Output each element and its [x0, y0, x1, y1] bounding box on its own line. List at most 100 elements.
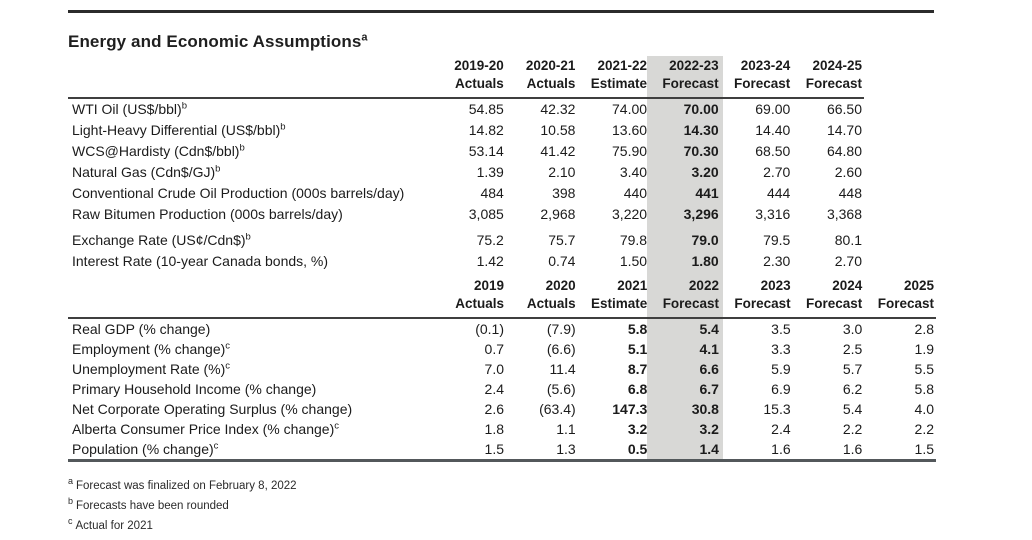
footnote-marker: b [181, 100, 187, 112]
table-row: Population (% change)c 1.5 1.3 0.5 1.4 1.6 1.6… [68, 439, 936, 462]
forecast-highlight-band [647, 56, 723, 462]
top-rule [68, 10, 934, 13]
cell: 0.7 [484, 341, 504, 357]
cell: 11.4 [549, 361, 576, 377]
column-period-type: Forecast [734, 296, 791, 311]
footnote-marker: c [213, 440, 219, 452]
cell: 3.40 [619, 163, 648, 180]
footnote-marker: a [68, 476, 74, 487]
cell: 74.00 [612, 101, 648, 117]
table-row: Exchange Rate (US¢/Cdn$)b 75.2 75.7 79.8 79.… [68, 224, 864, 250]
footnote-a: a Forecast was finalized on February 8, 2… [68, 476, 936, 496]
row-label: Primary Household Income (% change) [72, 381, 317, 397]
table-row: Interest Rate (10-year Canada bonds, %) 1… [68, 250, 864, 271]
cell: 8.7 [627, 361, 648, 377]
cell: 3,316 [755, 205, 791, 222]
cell: 2.5 [842, 341, 863, 357]
row-label: Interest Rate (10-year Canada bonds, %) [72, 252, 329, 269]
cell: 3.2 [627, 421, 648, 437]
cell: 3,220 [612, 205, 648, 222]
column-header: 2019-20 Actuals [434, 56, 506, 99]
cell: 1.8 [484, 421, 504, 437]
column-header: 2020 Actuals [506, 276, 578, 319]
page-title: Energy and Economic Assumptionsa [68, 32, 936, 52]
cell: 80.1 [834, 231, 862, 248]
cell: 79.5 [763, 231, 791, 248]
title-footnote-marker: a [361, 31, 368, 44]
row-label: Employment (% change)c [72, 340, 231, 357]
cell: 3,368 [826, 205, 862, 222]
column-header: 2019 Actuals [434, 276, 506, 319]
table-row: Primary Household Income (% change) 2.4 (5… [68, 379, 936, 399]
cell: 441 [695, 184, 719, 201]
cell: 2.4 [484, 381, 504, 397]
cell: 5.4 [842, 401, 863, 417]
row-label: Raw Bitumen Production (000s barrels/day… [72, 205, 343, 222]
economic-table-body: Real GDP (% change) (0.1) (7.9) 5.8 5.4 3.5 3.… [68, 318, 936, 462]
footnote-marker: b [215, 162, 221, 174]
column-year: 2022 [688, 278, 719, 293]
table-row: WCS@Hardisty (Cdn$/bbl)b 53.14 41.42 75.90 7… [68, 140, 864, 161]
table-row: Employment (% change)c 0.7 (6.6) 5.1 4.1 3.3 2… [68, 339, 936, 359]
cell: 5.8 [627, 321, 648, 337]
footnote-text: Actual for 2021 [75, 520, 153, 532]
cell: 79.0 [691, 231, 719, 248]
column-year: 2024 [832, 278, 863, 293]
cell: 75.7 [548, 231, 576, 248]
column-year: 2023-24 [740, 58, 791, 73]
cell: 3.5 [771, 321, 791, 337]
cell: 1.39 [476, 163, 504, 180]
cell: 41.42 [540, 142, 576, 159]
footnote-marker: b [68, 496, 74, 507]
cell: 75.90 [612, 142, 648, 159]
cell: (7.9) [546, 321, 576, 337]
cell: 14.82 [468, 121, 504, 138]
tables-area: 2019-20 Actuals 2020-21 Actuals 2021-22 Estim… [68, 56, 936, 462]
cell: (5.6) [546, 381, 576, 397]
cell: 13.60 [612, 121, 648, 138]
footnote-marker: b [280, 120, 286, 132]
cell: 1.5 [434, 439, 506, 462]
row-label: Real GDP (% change) [72, 321, 211, 337]
footnote-marker: b [245, 230, 251, 242]
cell: (0.1) [475, 321, 504, 337]
cell: 4.1 [699, 341, 719, 357]
column-header: 2025 Forecast [864, 276, 936, 319]
cell: 3.0 [842, 321, 863, 337]
column-year: 2024-25 [812, 58, 862, 73]
column-period-type: Forecast [662, 76, 719, 91]
table-row: Light-Heavy Differential (US$/bbl)b 14.82… [68, 119, 864, 140]
cell: 5.7 [842, 361, 863, 377]
cell: 5.4 [699, 321, 719, 337]
cell: 2.60 [834, 163, 862, 180]
column-period-type: Forecast [734, 76, 791, 91]
column-header: 2021-22 Estimate [577, 56, 650, 99]
cell: 2,968 [540, 205, 576, 222]
cell: 0.5 [577, 439, 650, 462]
cell: 147.3 [612, 401, 648, 417]
cell: 10.58 [540, 121, 576, 138]
cell: 1.3 [506, 439, 578, 462]
cell: 2.2 [914, 421, 934, 437]
column-header: 2023-24 Forecast [720, 56, 793, 99]
table-row: Raw Bitumen Production (000s barrels/day… [68, 203, 864, 224]
cell: 66.50 [826, 101, 862, 117]
cell: 0.74 [548, 252, 576, 269]
footnotes: a Forecast was finalized on February 8, 2… [68, 476, 936, 536]
column-year: 2020-21 [525, 58, 576, 73]
row-label: Natural Gas (Cdn$/GJ)b [72, 162, 221, 180]
row-label: Net Corporate Operating Surplus (% chang… [72, 401, 353, 417]
cell: 5.8 [914, 381, 934, 397]
table-row: Natural Gas (Cdn$/GJ)b 1.39 2.10 3.40 3.20 2.… [68, 161, 864, 182]
cell: 2.6 [484, 401, 504, 417]
row-label: Exchange Rate (US¢/Cdn$)b [72, 230, 251, 248]
cell: 398 [552, 184, 576, 201]
cell: 440 [623, 184, 648, 201]
cell: 2.10 [548, 163, 576, 180]
cell: 6.6 [699, 361, 719, 377]
column-period-type: Actuals [526, 76, 576, 91]
cell: 7.0 [484, 361, 504, 377]
footnote-marker: c [334, 420, 339, 432]
energy-assumptions-table: 2019-20 Actuals 2020-21 Actuals 2021-22 Estim… [68, 56, 864, 271]
page-title-text: Energy and Economic Assumptions [68, 32, 362, 51]
